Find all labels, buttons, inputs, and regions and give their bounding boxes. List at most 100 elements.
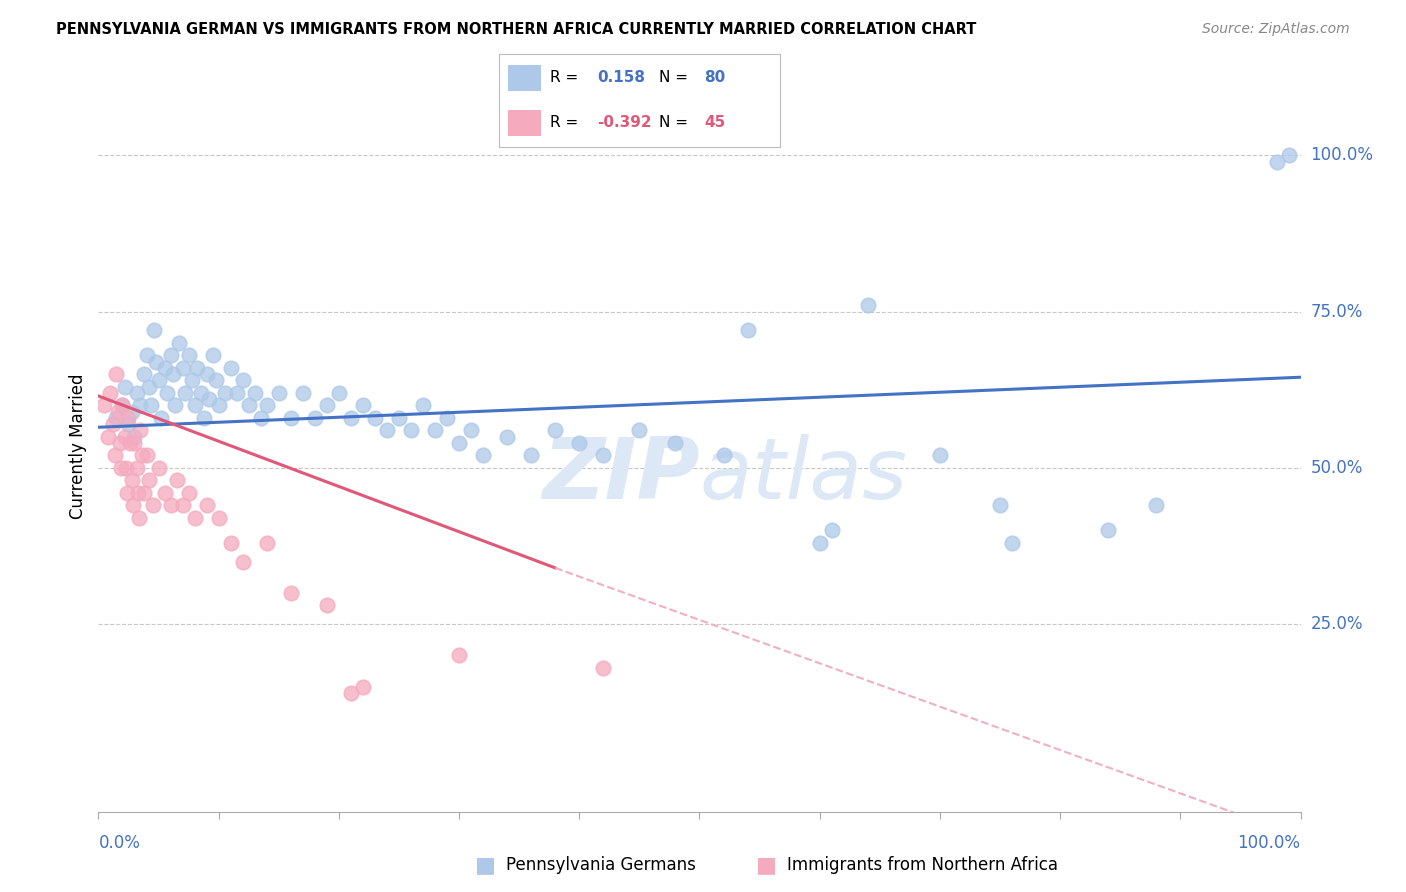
Point bbox=[97, 429, 120, 443]
Point bbox=[304, 410, 326, 425]
Text: 75.0%: 75.0% bbox=[1310, 302, 1362, 320]
Point bbox=[114, 429, 136, 443]
Point bbox=[315, 398, 337, 412]
Point bbox=[472, 449, 495, 463]
Point bbox=[138, 474, 160, 488]
Point bbox=[132, 367, 155, 381]
Point bbox=[117, 417, 139, 431]
Point bbox=[183, 398, 205, 412]
Point bbox=[183, 511, 205, 525]
Point bbox=[352, 680, 374, 694]
Point bbox=[181, 373, 204, 387]
Point bbox=[291, 385, 314, 400]
Point bbox=[118, 435, 141, 450]
Point bbox=[129, 423, 152, 437]
Text: ■: ■ bbox=[475, 855, 495, 875]
Text: R =: R = bbox=[550, 115, 578, 130]
Point bbox=[808, 536, 831, 550]
Point bbox=[436, 410, 458, 425]
Point bbox=[856, 298, 879, 312]
Point bbox=[131, 449, 153, 463]
Point bbox=[205, 373, 228, 387]
Text: -0.392: -0.392 bbox=[598, 115, 652, 130]
Point bbox=[568, 435, 591, 450]
Point bbox=[399, 423, 422, 437]
Point bbox=[713, 449, 735, 463]
Point bbox=[988, 499, 1011, 513]
Point bbox=[141, 499, 163, 513]
Point bbox=[256, 398, 278, 412]
Text: R =: R = bbox=[550, 70, 578, 86]
Text: 50.0%: 50.0% bbox=[1310, 458, 1362, 477]
Point bbox=[592, 449, 614, 463]
Point bbox=[142, 323, 165, 337]
Point bbox=[520, 449, 543, 463]
Point bbox=[592, 661, 614, 675]
Point bbox=[232, 373, 254, 387]
Point bbox=[201, 348, 224, 362]
Point bbox=[114, 379, 136, 393]
Point bbox=[232, 555, 254, 569]
Point bbox=[193, 410, 215, 425]
Point bbox=[208, 398, 231, 412]
Text: Source: ZipAtlas.com: Source: ZipAtlas.com bbox=[1202, 22, 1350, 37]
Point bbox=[544, 423, 567, 437]
Point bbox=[107, 404, 129, 418]
Point bbox=[219, 360, 242, 375]
Point bbox=[1277, 148, 1299, 162]
Text: 25.0%: 25.0% bbox=[1310, 615, 1362, 633]
Point bbox=[135, 348, 157, 362]
Point bbox=[156, 385, 179, 400]
Text: 100.0%: 100.0% bbox=[1237, 834, 1301, 852]
Point bbox=[105, 410, 128, 425]
Point bbox=[145, 354, 167, 368]
Point bbox=[125, 385, 148, 400]
Point bbox=[121, 404, 143, 418]
Point bbox=[117, 486, 139, 500]
Point bbox=[132, 486, 155, 500]
Point bbox=[340, 686, 363, 700]
Point bbox=[177, 486, 200, 500]
Point bbox=[267, 385, 290, 400]
Point bbox=[198, 392, 221, 406]
Point bbox=[159, 499, 181, 513]
Point bbox=[340, 410, 363, 425]
Point bbox=[1144, 499, 1167, 513]
Point bbox=[117, 410, 139, 425]
Text: 80: 80 bbox=[704, 70, 725, 86]
Text: N =: N = bbox=[659, 115, 689, 130]
Point bbox=[375, 423, 398, 437]
Point bbox=[352, 398, 374, 412]
Point bbox=[159, 348, 181, 362]
Point bbox=[124, 435, 146, 450]
Point bbox=[124, 429, 146, 443]
Point bbox=[135, 449, 157, 463]
Point bbox=[177, 348, 200, 362]
Point bbox=[174, 385, 197, 400]
Text: PENNSYLVANIA GERMAN VS IMMIGRANTS FROM NORTHERN AFRICA CURRENTLY MARRIED CORRELA: PENNSYLVANIA GERMAN VS IMMIGRANTS FROM N… bbox=[56, 22, 977, 37]
Point bbox=[364, 410, 387, 425]
Point bbox=[447, 435, 470, 450]
Point bbox=[172, 360, 194, 375]
Point bbox=[280, 410, 302, 425]
Point bbox=[138, 379, 160, 393]
Point bbox=[108, 435, 131, 450]
Bar bbox=[508, 110, 541, 136]
Point bbox=[214, 385, 236, 400]
Point bbox=[128, 511, 150, 525]
Point bbox=[1265, 154, 1288, 169]
Bar bbox=[508, 65, 541, 91]
Text: 45: 45 bbox=[704, 115, 725, 130]
Point bbox=[1097, 524, 1119, 538]
Point bbox=[821, 524, 844, 538]
Point bbox=[186, 360, 208, 375]
Point bbox=[153, 360, 176, 375]
Text: ■: ■ bbox=[756, 855, 776, 875]
Point bbox=[165, 398, 187, 412]
Point bbox=[664, 435, 686, 450]
Text: 0.158: 0.158 bbox=[598, 70, 645, 86]
Point bbox=[153, 486, 176, 500]
Point bbox=[496, 429, 519, 443]
Point bbox=[328, 385, 350, 400]
Point bbox=[249, 410, 271, 425]
